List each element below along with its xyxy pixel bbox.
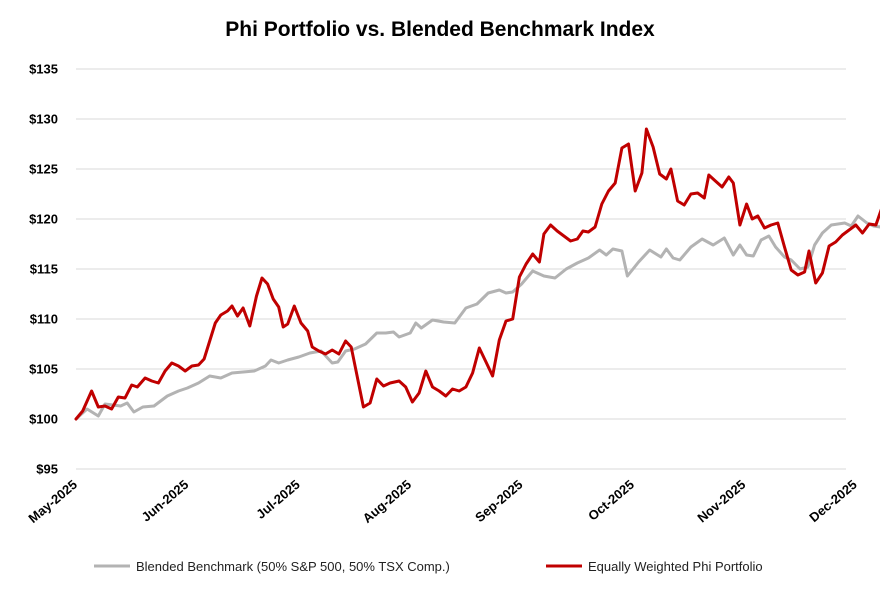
series-line-benchmark: [74, 214, 880, 421]
y-tick-label: $95: [36, 462, 58, 477]
x-axis-tick-labels: May-2025 Jun-2025 Jul-2025 Aug-2025 Sep-2025…: [25, 477, 859, 526]
x-tick-label: Dec-2025: [806, 477, 859, 525]
y-tick-label: $110: [30, 312, 58, 327]
series-line-phi-portfolio: [74, 127, 880, 421]
x-tick-label: Jul-2025: [253, 477, 303, 522]
y-tick-label: $130: [29, 112, 58, 127]
y-tick-label: $125: [29, 162, 58, 177]
y-tick-label: $115: [30, 262, 58, 277]
legend-label-benchmark: Blended Benchmark (50% S&P 500, 50% TSX …: [136, 559, 450, 574]
gridlines: [76, 68, 846, 470]
y-axis-tick-labels: $95 $100 $105 $110 $115 $120 $125 $130 $135: [29, 62, 58, 477]
y-tick-label: $105: [29, 362, 58, 377]
x-tick-label: Nov-2025: [694, 477, 748, 526]
y-tick-label: $120: [29, 212, 58, 227]
legend-label-phi-portfolio: Equally Weighted Phi Portfolio: [588, 559, 763, 574]
x-tick-label: May-2025: [25, 477, 79, 526]
series-lines: [74, 127, 880, 421]
x-tick-label: Aug-2025: [360, 477, 414, 526]
y-tick-label: $135: [29, 62, 58, 77]
y-tick-label: $100: [29, 412, 58, 427]
chart-title: Phi Portfolio vs. Blended Benchmark Inde…: [225, 18, 655, 41]
legend: Blended Benchmark (50% S&P 500, 50% TSX …: [94, 559, 763, 574]
x-tick-label: Oct-2025: [585, 477, 637, 524]
x-tick-label: Sep-2025: [472, 477, 525, 525]
x-tick-label: Jun-2025: [139, 477, 192, 525]
